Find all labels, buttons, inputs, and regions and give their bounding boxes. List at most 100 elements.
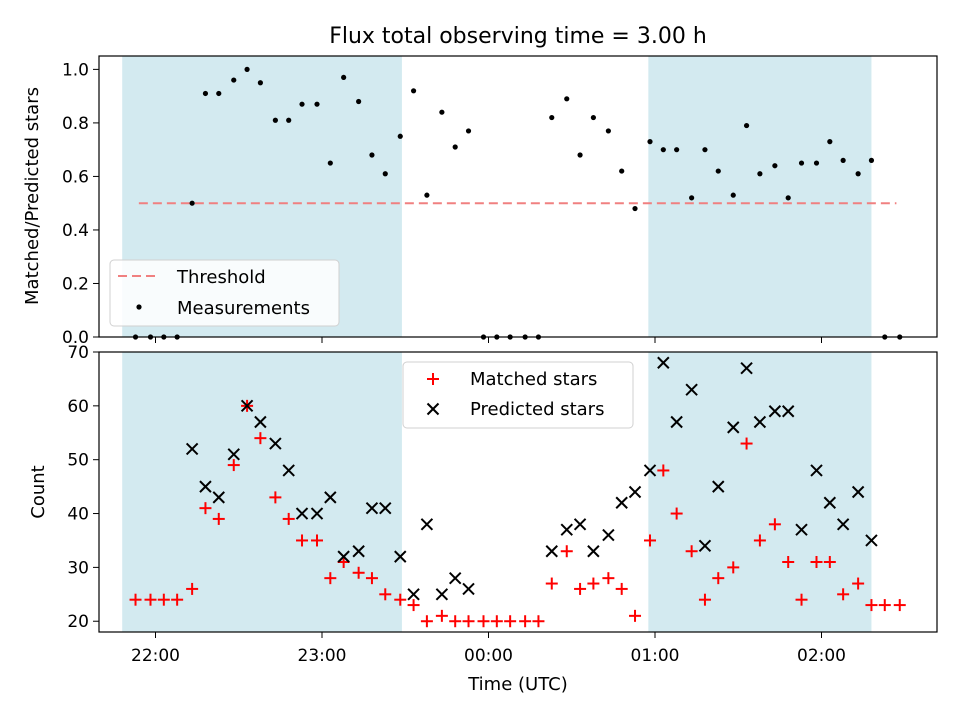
measurement-point (424, 192, 430, 198)
matched-star-point (560, 545, 573, 558)
predicted-star-point (254, 415, 267, 429)
matched-star-point (144, 593, 157, 606)
measurement-point (369, 152, 375, 158)
matched-star-point (269, 491, 282, 504)
measurement-point (202, 90, 209, 97)
matched-star-point (324, 572, 337, 585)
predicted-star-point (185, 442, 199, 456)
predicted-star-point (462, 582, 475, 596)
predicted-star-point (865, 534, 878, 547)
measurement-point (619, 168, 625, 174)
bottom-axes-frame (98, 351, 938, 633)
matched-star-point (420, 615, 433, 628)
top-ylabel: Matched/Predicted stars (22, 87, 43, 305)
measurement-point (257, 80, 263, 86)
predicted-star-point (670, 415, 683, 429)
predicted-star-point (365, 501, 379, 515)
predicted-star-point (685, 383, 698, 396)
top-shaded-span (648, 56, 872, 337)
top-legend: Threshold Measurements (109, 259, 340, 327)
matched-star-point (296, 534, 309, 547)
predicted-star-point (310, 507, 324, 520)
x-tick-label: 00:00 (464, 646, 513, 666)
legend-threshold-label: Threshold (176, 267, 266, 288)
bottom-y-tick-label: 40 (67, 505, 89, 525)
chart-title: Flux total observing time = 3.00 h (329, 24, 707, 49)
measurement-point (772, 163, 778, 169)
matched-star-point (449, 615, 462, 628)
legend-predicted-swatch (426, 402, 440, 416)
measurement-point (286, 117, 292, 123)
matched-star-point (574, 582, 587, 595)
matched-star-point (852, 577, 865, 590)
bottom-ylabel: Count (28, 465, 49, 518)
predicted-star-point (560, 523, 573, 536)
predicted-star-point (448, 571, 462, 585)
top-panel: 0.0 0.2 0.4 0.6 0.8 1.0 Matched/Predicted sta… (22, 55, 938, 348)
measurement-point (244, 66, 250, 72)
measurement-point (827, 139, 833, 145)
measurement-point (840, 157, 846, 163)
matched-star-point (212, 512, 225, 525)
measurement-point (452, 144, 458, 150)
bottom-y-tick-label: 70 (67, 343, 89, 363)
matched-star-point (532, 615, 545, 628)
predicted-star-point (768, 405, 782, 418)
predicted-star-point (545, 545, 558, 558)
predicted-star-point (753, 415, 767, 429)
matched-star-point (602, 572, 615, 585)
predicted-star-point (836, 518, 850, 531)
bottom-panel: 20 30 40 50 60 70 Count 22:00 23:00 00:00 01:00 0… (28, 343, 938, 695)
matched-star-point (795, 593, 808, 606)
measurement-point (299, 101, 305, 107)
measurement-point (356, 98, 362, 105)
bottom-y-tick-label: 20 (67, 612, 89, 632)
measurement-point (549, 114, 555, 121)
measurement-point (439, 109, 445, 115)
measurement-point (397, 133, 403, 139)
matched-star-point (171, 593, 184, 606)
matched-star-point (893, 599, 906, 612)
top-y-tick-label: 1.0 (62, 60, 89, 80)
predicted-star-point (657, 356, 670, 369)
measurement-point (327, 160, 333, 166)
bottom-y-tick-label: 30 (67, 558, 89, 578)
predicted-star-point (602, 528, 615, 542)
matched-star-point (519, 615, 532, 628)
matched-star-point (837, 588, 850, 601)
matched-star-point (282, 512, 295, 525)
matched-star-point (865, 599, 878, 612)
top-y-tick-label: 0.4 (62, 221, 89, 241)
predicted-star-point (810, 464, 823, 477)
predicted-star-point (282, 464, 295, 477)
measurement-point (577, 152, 583, 158)
measurement-point (410, 88, 417, 94)
matched-star-point (157, 593, 170, 606)
predicted-star-point (823, 496, 837, 509)
measurement-point (189, 200, 195, 206)
top-axes-frame (98, 55, 938, 338)
matched-star-point (810, 556, 823, 568)
matched-star-point (587, 577, 600, 590)
legend-predicted-label: Predicted stars (470, 399, 604, 420)
top-y-tick-label: 0.2 (62, 274, 89, 294)
predicted-star-point (740, 361, 753, 375)
bottom-y-tick-label: 50 (67, 451, 89, 471)
measurement-point (660, 147, 666, 153)
bottom-legend: Matched stars Predicted stars (402, 361, 634, 429)
predicted-star-point (379, 501, 392, 515)
matched-star-point (379, 588, 392, 601)
matched-star-point (254, 432, 267, 445)
measurement-point (813, 160, 820, 166)
predicted-star-point (851, 485, 865, 499)
predicted-star-point (698, 539, 712, 553)
predicted-star-point (212, 491, 225, 504)
predicted-star-point (435, 588, 449, 601)
matched-star-point (545, 577, 558, 590)
matched-star-point (504, 615, 517, 628)
measurement-point (798, 160, 805, 166)
matched-star-point (462, 615, 475, 628)
top-y-tick-label: 0.8 (62, 114, 89, 134)
measurement-point (715, 168, 721, 174)
measurement-point (855, 171, 861, 177)
